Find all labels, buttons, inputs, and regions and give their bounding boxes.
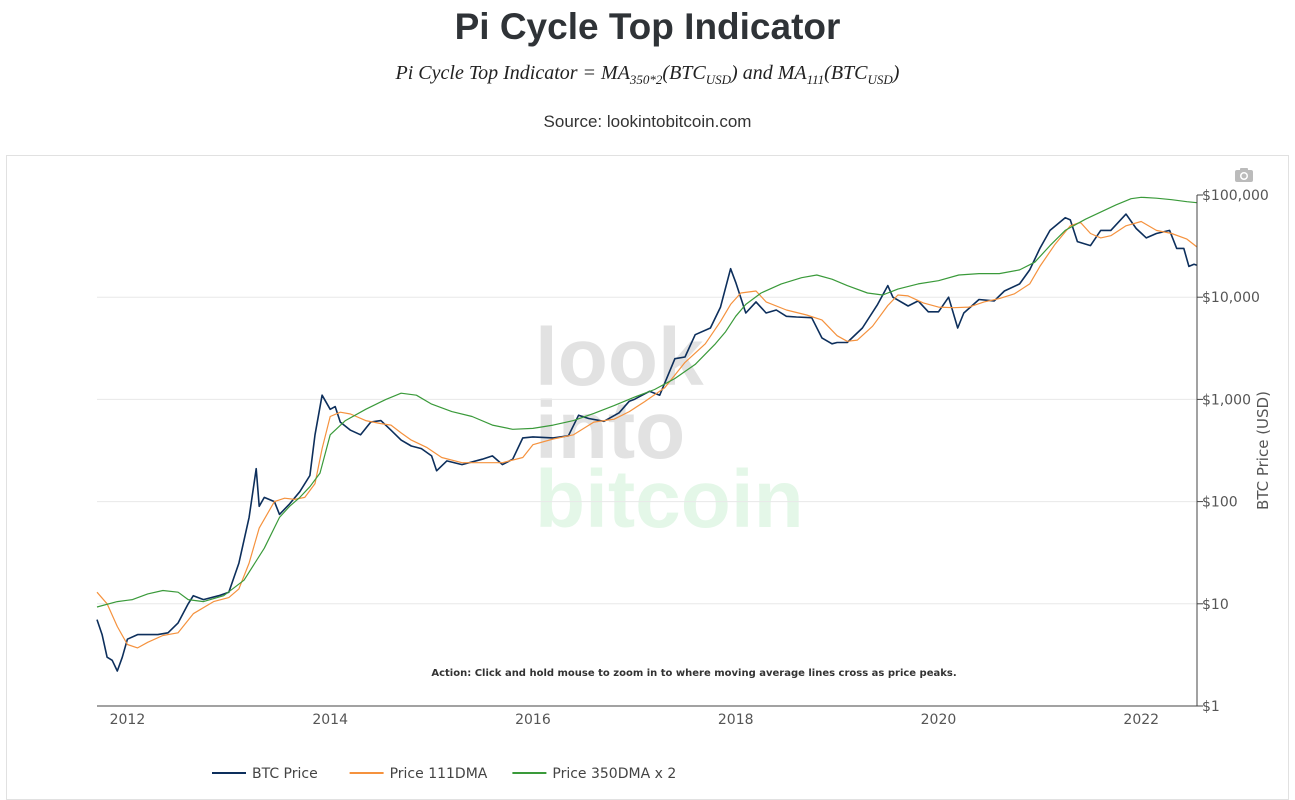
x-tick-label: 2014	[312, 712, 348, 728]
x-tick-label: 2016	[515, 712, 551, 728]
x-tick-label: 2022	[1123, 712, 1159, 728]
legend-label: Price 111DMA	[390, 766, 488, 782]
action-note: Action: Click and hold mouse to zoom in …	[431, 668, 956, 679]
series-line-1	[96, 213, 1198, 672]
watermark-look: look	[535, 312, 704, 403]
page-title: Pi Cycle Top Indicator	[454, 6, 841, 47]
legend-item-2[interactable]: Price 111DMA	[349, 766, 488, 782]
formula: Pi Cycle Top Indicator = MA350*2(BTCUSD)…	[395, 62, 900, 87]
legend-label: BTC Price	[252, 766, 318, 782]
y-tick-label: $10	[1202, 597, 1229, 613]
series-layer	[96, 196, 1198, 672]
y-tick-label: $100,000	[1202, 188, 1269, 204]
watermark-into: into	[535, 385, 685, 476]
legend[interactable]: BTC Price Price 111DMA Price 350DMA x 2	[212, 766, 676, 782]
x-tick-label: 2018	[718, 712, 754, 728]
series-line-2	[96, 220, 1198, 649]
y-tick-label: $1	[1202, 699, 1220, 715]
watermark-bitcoin: bitcoin	[535, 454, 804, 545]
x-tick-label: 2012	[110, 712, 146, 728]
legend-item-1[interactable]: BTC Price	[212, 766, 318, 782]
axes: $1 $10 $100 $1,000 $10,000 $100,000 2012 2014 20…	[97, 188, 1272, 728]
x-tick-label: 2020	[921, 712, 957, 728]
y-axis-title: BTC Price (USD)	[1254, 391, 1272, 510]
y-tick-label: $10,000	[1202, 290, 1260, 306]
camera-icon[interactable]	[1234, 167, 1254, 183]
legend-item-3[interactable]: Price 350DMA x 2	[512, 766, 676, 782]
legend-label: Price 350DMA x 2	[552, 766, 676, 782]
source-text: Source: lookintobitcoin.com	[543, 112, 752, 131]
series-line-3	[96, 196, 1198, 608]
watermark: look into bitcoin	[535, 312, 804, 545]
y-tick-label: $1,000	[1202, 392, 1251, 408]
y-tick-label: $100	[1202, 495, 1238, 511]
